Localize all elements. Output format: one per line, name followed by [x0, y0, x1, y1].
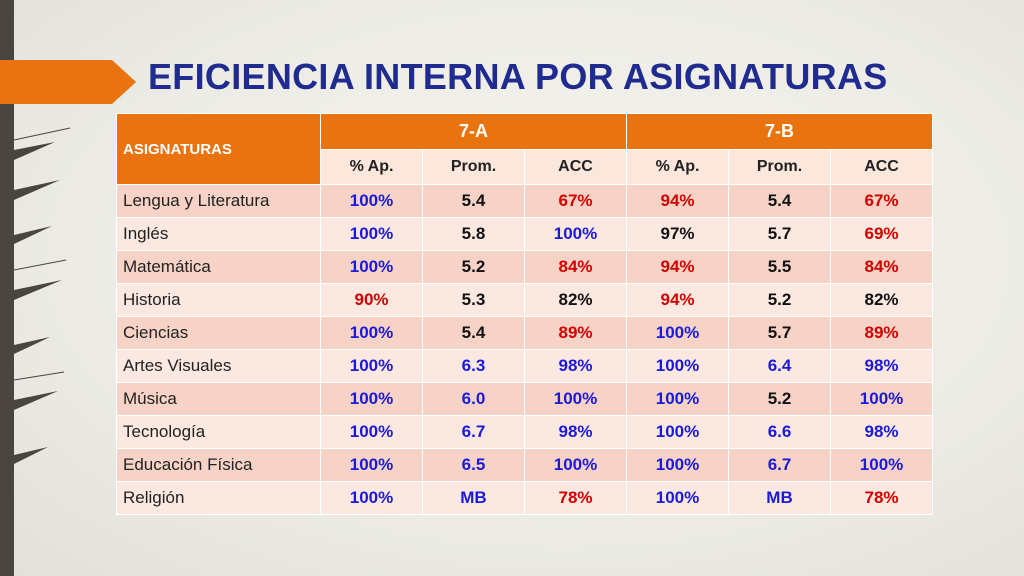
table-row: Tecnología 100% 6.7 98% 100% 6.6 98% — [116, 415, 934, 449]
value-cell: 100% — [626, 481, 730, 515]
value-cell: 98% — [523, 349, 628, 383]
value-cell: 100% — [320, 481, 423, 515]
value-cell: 5.4 — [422, 184, 525, 218]
value-cell: 98% — [830, 415, 934, 449]
table-row: Matemática 100% 5.2 84% 94% 5.5 84% — [116, 250, 934, 284]
value-cell: 82% — [523, 283, 628, 317]
value-cell: 5.8 — [422, 217, 525, 251]
value-cell: 94% — [626, 283, 730, 317]
value-cell: 6.7 — [422, 415, 525, 449]
value-cell: 98% — [830, 349, 934, 383]
subject-cell: Religión — [116, 481, 321, 515]
decorative-arrows-graphic — [13, 127, 71, 464]
value-cell: 5.7 — [728, 217, 832, 251]
value-cell: 100% — [626, 349, 730, 383]
table-row: Historia 90% 5.3 82% 94% 5.2 82% — [116, 283, 934, 317]
value-cell: 6.0 — [422, 382, 525, 416]
value-cell: 89% — [830, 316, 934, 350]
value-cell: 100% — [523, 217, 628, 251]
value-cell: 82% — [830, 283, 934, 317]
value-cell: 6.4 — [728, 349, 832, 383]
value-cell: 6.6 — [728, 415, 832, 449]
value-cell: 100% — [626, 316, 730, 350]
table-row: Lengua y Literatura 100% 5.4 67% 94% 5.4 67% — [116, 184, 934, 218]
value-cell: 5.4 — [422, 316, 525, 350]
value-cell: 100% — [320, 184, 423, 218]
subject-cell: Matemática — [116, 250, 321, 284]
subject-cell: Historia — [116, 283, 321, 317]
table-row: Ciencias 100% 5.4 89% 100% 5.7 89% — [116, 316, 934, 350]
value-cell: 5.7 — [728, 316, 832, 350]
value-cell: 78% — [830, 481, 934, 515]
value-cell: 100% — [523, 382, 628, 416]
value-cell: 69% — [830, 217, 934, 251]
value-cell: 100% — [320, 448, 423, 482]
value-cell: 100% — [830, 448, 934, 482]
table-body: Lengua y Literatura 100% 5.4 67% 94% 5.4 67% In… — [116, 184, 934, 515]
value-cell: 67% — [523, 184, 628, 218]
subject-column-header: ASIGNATURAS — [116, 113, 321, 185]
value-cell: 94% — [626, 250, 730, 284]
value-cell: 94% — [626, 184, 730, 218]
table-row: Religión 100% MB 78% 100% MB 78% — [116, 481, 934, 515]
subheader-prom-7a: Prom. — [422, 148, 525, 185]
value-cell: 89% — [523, 316, 628, 350]
subject-cell: Tecnología — [116, 415, 321, 449]
value-cell: 98% — [523, 415, 628, 449]
subject-cell: Educación Física — [116, 448, 321, 482]
subheader-acc-7b: ACC — [830, 148, 934, 185]
table-row: Inglés 100% 5.8 100% 97% 5.7 69% — [116, 217, 934, 251]
group-header-7a: 7-A — [319, 113, 628, 150]
page-title: EFICIENCIA INTERNA POR ASIGNATURAS — [148, 56, 888, 97]
value-cell: 5.4 — [728, 184, 832, 218]
value-cell: MB — [728, 481, 832, 515]
value-cell: 78% — [523, 481, 628, 515]
value-cell: 84% — [830, 250, 934, 284]
value-cell: 5.2 — [728, 382, 832, 416]
value-cell: 100% — [320, 250, 423, 284]
left-accent-bar — [0, 0, 14, 576]
subject-cell: Inglés — [116, 217, 321, 251]
subheader-acc-7a: ACC — [523, 148, 628, 185]
value-cell: 5.2 — [422, 250, 525, 284]
value-cell: 100% — [830, 382, 934, 416]
value-cell: 67% — [830, 184, 934, 218]
table-row: Educación Física 100% 6.5 100% 100% 6.7 100% — [116, 448, 934, 482]
value-cell: 97% — [626, 217, 730, 251]
value-cell: 100% — [320, 316, 423, 350]
value-cell: 100% — [320, 382, 423, 416]
subheader-ap-7a: % Ap. — [320, 148, 423, 185]
value-cell: 5.5 — [728, 250, 832, 284]
value-cell: 100% — [320, 349, 423, 383]
title-arrow-shape — [0, 60, 136, 104]
subject-cell: Artes Visuales — [116, 349, 321, 383]
subject-cell: Lengua y Literatura — [116, 184, 321, 218]
subject-cell: Ciencias — [116, 316, 321, 350]
value-cell: 100% — [626, 382, 730, 416]
value-cell: 90% — [320, 283, 423, 317]
table-row: Artes Visuales 100% 6.3 98% 100% 6.4 98% — [116, 349, 934, 383]
group-header-7b: 7-B — [626, 113, 934, 150]
value-cell: 5.2 — [728, 283, 832, 317]
value-cell: 6.3 — [422, 349, 525, 383]
subheader-prom-7b: Prom. — [728, 148, 832, 185]
value-cell: 100% — [523, 448, 628, 482]
value-cell: 6.5 — [422, 448, 525, 482]
value-cell: 6.7 — [728, 448, 832, 482]
value-cell: 100% — [320, 415, 423, 449]
value-cell: 84% — [523, 250, 628, 284]
table-row: Música 100% 6.0 100% 100% 5.2 100% — [116, 382, 934, 416]
value-cell: 100% — [626, 448, 730, 482]
subjects-efficiency-table: ASIGNATURAS 7-A 7-B % Ap. Prom. ACC % Ap… — [116, 113, 934, 515]
value-cell: 100% — [320, 217, 423, 251]
value-cell: MB — [422, 481, 525, 515]
value-cell: 100% — [626, 415, 730, 449]
subheader-ap-7b: % Ap. — [626, 148, 730, 185]
subject-cell: Música — [116, 382, 321, 416]
value-cell: 5.3 — [422, 283, 525, 317]
